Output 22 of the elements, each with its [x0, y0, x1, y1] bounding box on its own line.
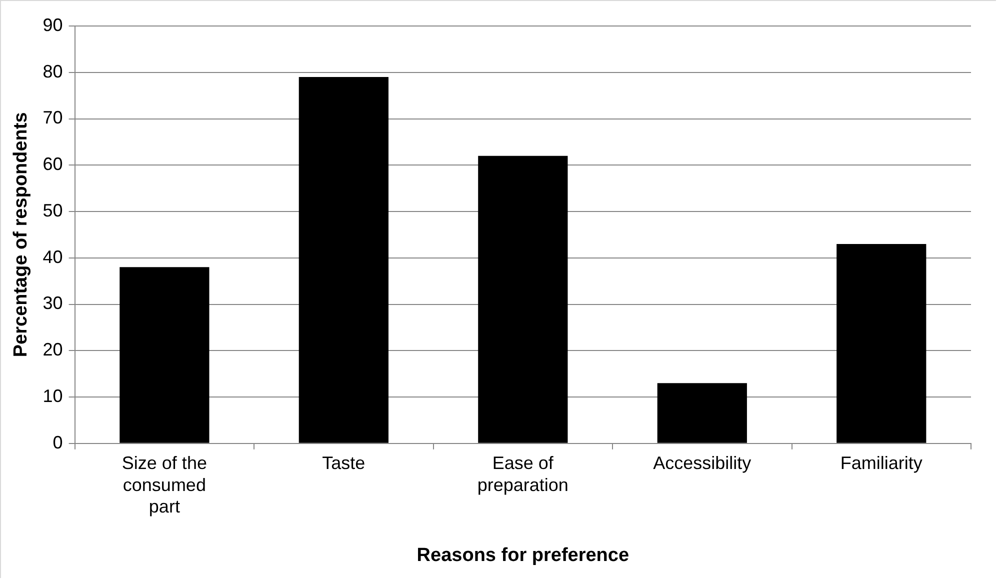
y-tick-label: 10: [42, 386, 63, 406]
x-tick-label: Size of the consumed part: [122, 453, 207, 516]
y-tick-label: 0: [52, 432, 63, 452]
bar: [120, 267, 210, 443]
bar: [478, 156, 568, 443]
y-tick-label: 40: [42, 246, 63, 267]
x-axis-title: Reasons for preference: [416, 544, 630, 566]
y-axis-title: Percentage of respondents: [10, 112, 32, 358]
y-tick-label: 90: [42, 14, 63, 35]
bar: [657, 383, 747, 443]
y-tick-label: 60: [42, 154, 63, 174]
y-tick-label: 50: [42, 200, 63, 220]
y-tick-label: 70: [42, 108, 63, 128]
bar: [836, 244, 926, 443]
x-tick-label: Ease of preparation: [477, 453, 568, 495]
y-tick-label: 80: [42, 61, 63, 82]
x-tick-label: Familiarity: [840, 453, 922, 474]
y-tick-label: 30: [42, 293, 63, 314]
x-tick-label: Taste: [322, 453, 366, 474]
x-tick-label: Accessibility: [653, 453, 752, 474]
bar: [298, 77, 388, 443]
y-tick-label: 20: [42, 340, 63, 360]
